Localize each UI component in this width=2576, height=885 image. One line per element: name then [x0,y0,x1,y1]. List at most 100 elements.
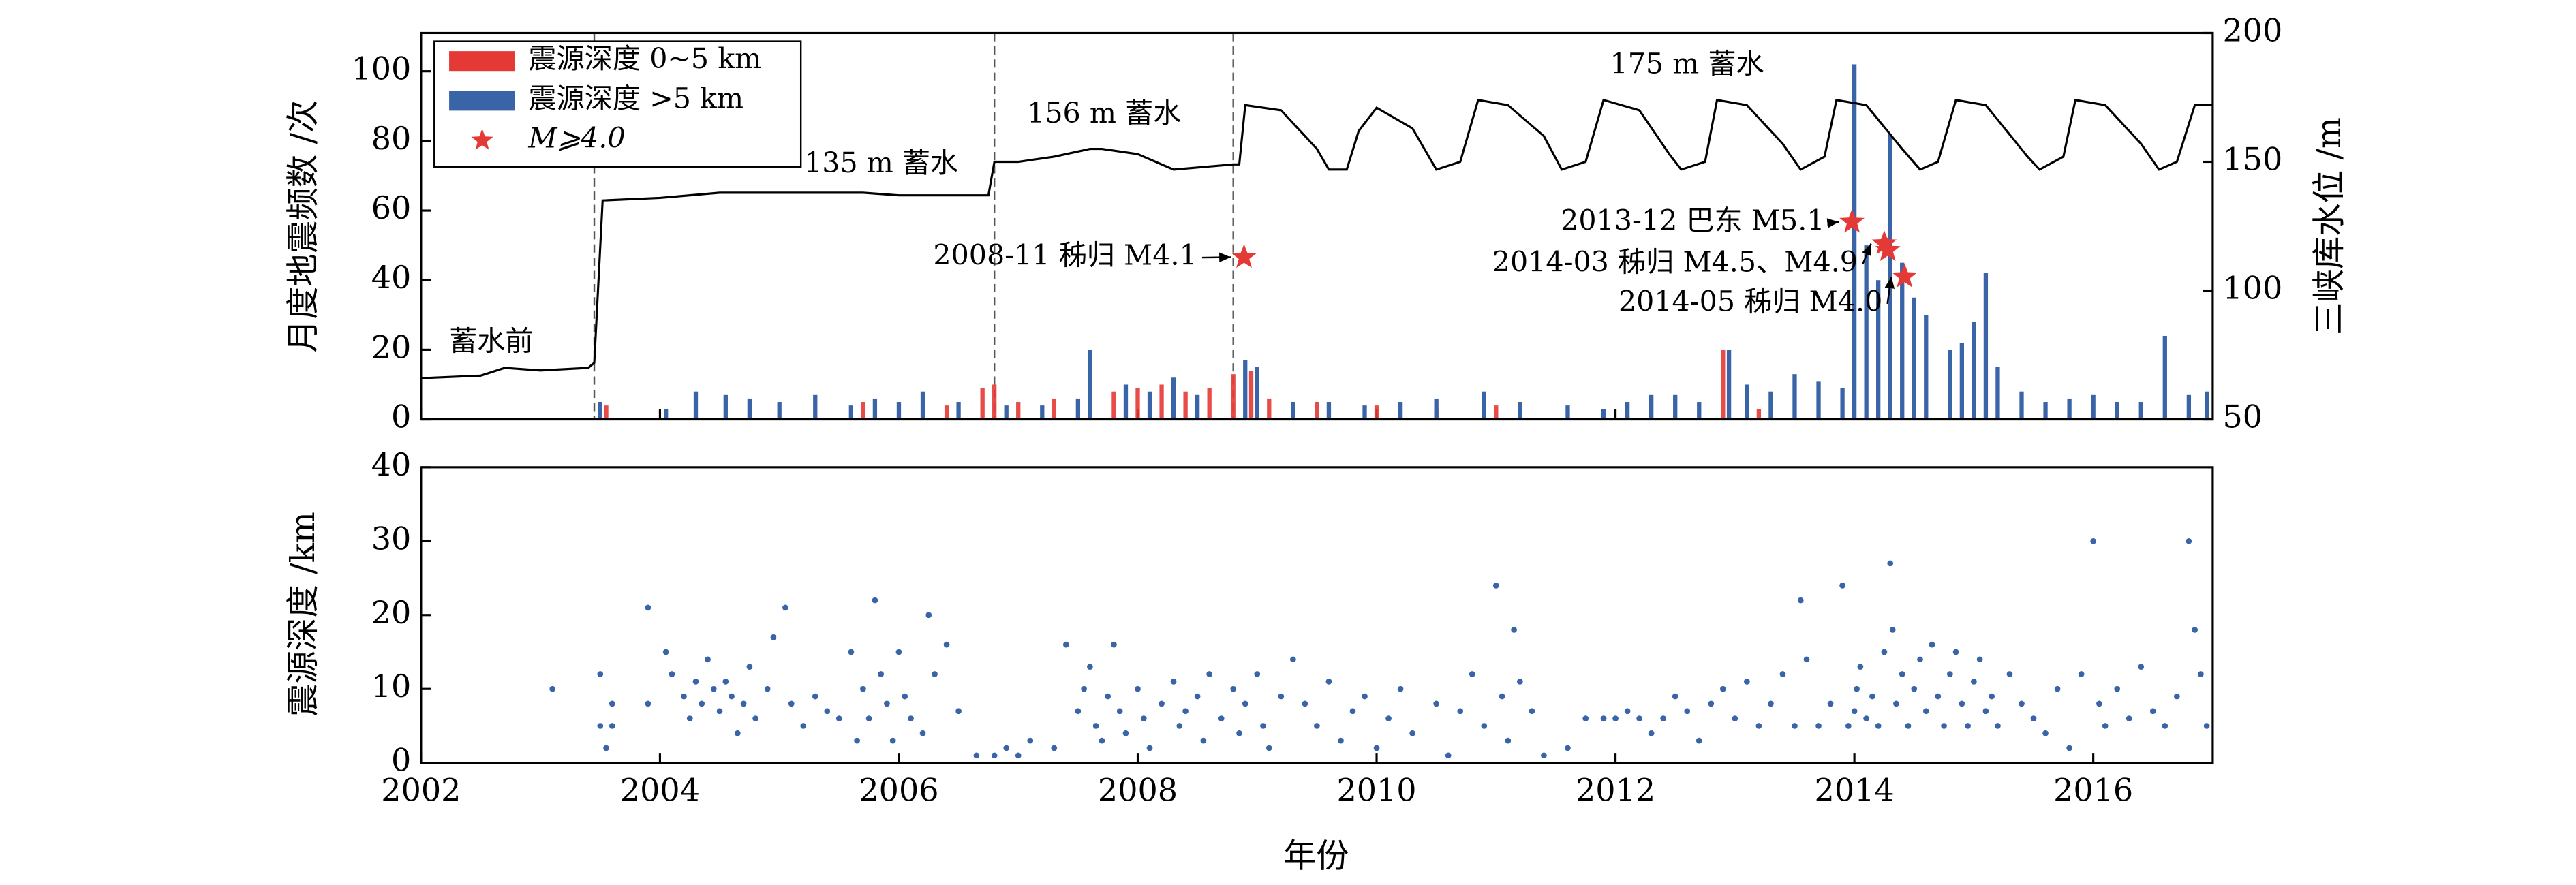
point [848,649,855,655]
point [1397,685,1404,692]
bar [1195,394,1200,420]
bar [1434,398,1439,420]
point [1236,730,1242,736]
point [1755,723,1762,729]
point [1779,671,1786,677]
point [1941,723,1947,729]
point [1481,723,1488,729]
point [1260,723,1266,729]
arrow [1862,243,1872,265]
point [1254,671,1261,677]
point [1206,671,1213,677]
y-tick-label: 40 [371,259,412,296]
star [1892,263,1918,288]
bar [1398,402,1403,420]
bar [1924,315,1929,420]
point [1200,737,1207,744]
bar [1995,367,2000,420]
point [645,604,651,611]
point [734,730,741,736]
point [1230,685,1237,692]
bar [1852,64,1857,420]
point [2173,693,2180,700]
point [1995,723,2001,729]
plot-frame [420,466,2214,764]
y2-tick-label: 100 [2222,270,2282,307]
bar [1315,402,1319,420]
x-tick-label: 2008 [1098,771,1178,808]
y2-tick-label: 200 [2222,12,2282,48]
point [645,700,651,707]
point [609,700,615,707]
bar [1565,405,1570,420]
point [835,715,842,721]
point [1875,723,1882,729]
point [1917,656,1923,663]
legend-swatch [449,51,515,72]
point [1409,730,1415,736]
point [1982,708,1989,715]
point [1266,745,1272,751]
point [2006,671,2013,677]
point [1122,730,1129,736]
bar [1326,402,1332,420]
point [1893,700,1899,707]
point [925,612,932,619]
bar [1075,398,1081,420]
point [1062,641,1069,648]
point [1935,693,1942,700]
bar [1721,350,1726,420]
point [1457,708,1464,715]
bar [1768,391,1773,420]
point [2090,538,2097,544]
star-label: 2013-12 巴东 M5.1 [1561,204,1824,237]
point [609,723,615,729]
point [2203,723,2210,729]
point [770,634,777,640]
x-tick-label: 2006 [859,771,938,808]
star-label: 2008-11 秭归 M4.1 [933,239,1197,272]
point [1565,745,1571,751]
x-tick-label: 2014 [1815,771,1895,808]
point [597,671,604,677]
point [1899,671,1905,677]
point [1146,745,1153,751]
point [1905,723,1912,729]
legend-label: 震源深度 0~5 km [528,42,761,75]
star [1231,244,1257,268]
point [1111,641,1117,648]
bar [604,405,609,420]
point [1433,700,1440,707]
point [788,700,795,707]
bar [2115,402,2119,420]
point [662,649,669,655]
point [1889,627,1896,633]
point [1582,715,1589,721]
point [1624,708,1631,715]
point [1845,723,1852,729]
point [2198,671,2204,677]
point [1863,715,1870,721]
bar [664,409,669,420]
bar [1888,134,1892,420]
annotation: 175 m 蓄水 [1610,47,1764,80]
bar [1004,405,1009,420]
bar [1816,381,1821,420]
star [1839,208,1865,233]
bar [1248,371,1254,420]
point [740,700,747,707]
point [1242,700,1248,707]
point [932,671,938,677]
point [1170,679,1177,685]
point [1744,679,1750,685]
bar [1231,374,1236,420]
bar [980,388,985,420]
bar [1482,391,1486,420]
point [1881,649,1888,655]
point [1469,671,1475,677]
arrow [1884,276,1895,305]
point [1959,700,1965,707]
point [1792,723,1798,729]
arrow [1201,252,1231,262]
bar [1972,322,1976,420]
